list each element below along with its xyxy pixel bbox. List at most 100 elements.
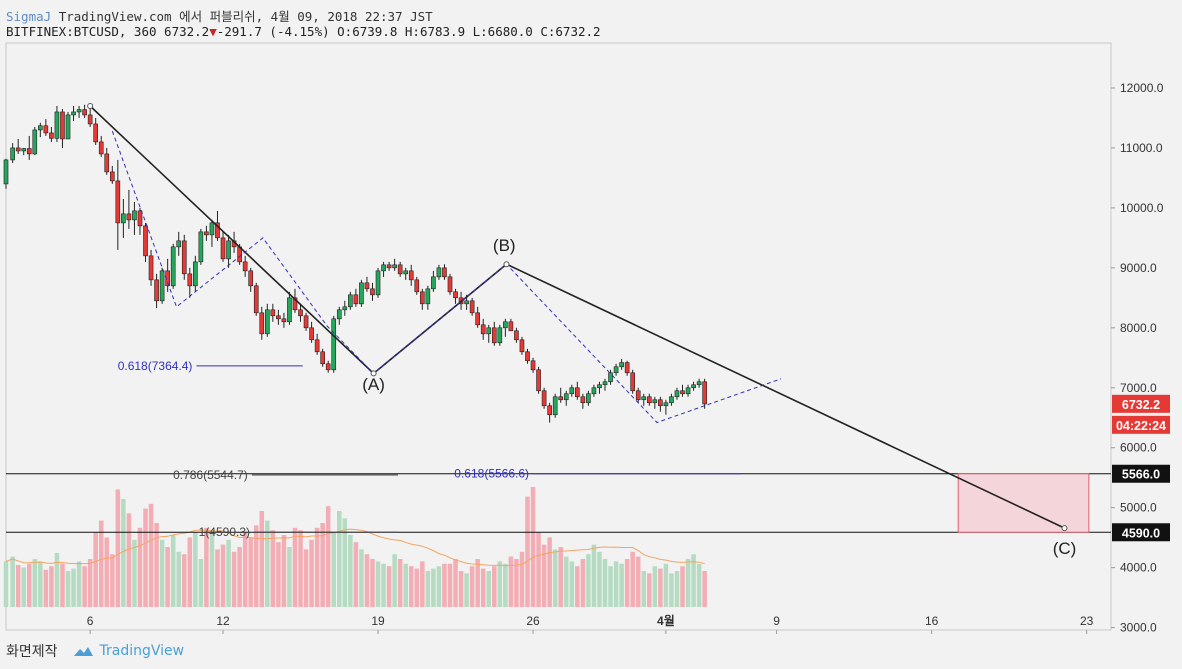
candle-body: [586, 393, 591, 404]
candle-body: [82, 109, 87, 116]
candle-body: [436, 267, 442, 278]
wave-point: [1061, 525, 1068, 532]
down-arrow-icon: ▼: [209, 24, 217, 39]
author-name[interactable]: SigmaJ: [6, 9, 52, 24]
volume-bar: [702, 571, 707, 607]
candle-body: [419, 291, 425, 305]
volume-bar: [287, 547, 292, 607]
candle-body: [381, 264, 386, 272]
candle-body: [87, 114, 93, 125]
volume-bar: [431, 568, 436, 607]
volume-bar: [525, 496, 530, 607]
volume-bar: [586, 554, 591, 607]
abc-wave-line: [89, 105, 1065, 529]
volume-bar: [514, 559, 519, 607]
volume-bar: [38, 561, 43, 607]
candle-body: [414, 279, 420, 293]
volume-bar: [359, 549, 364, 607]
candle-body: [646, 396, 652, 404]
candle-body: [54, 111, 60, 139]
volume-bar: [3, 561, 9, 607]
candle-body: [348, 294, 353, 308]
candle-body: [76, 109, 82, 113]
volume-bar: [397, 559, 403, 607]
candle-body: [325, 363, 331, 371]
volume-bar: [320, 523, 325, 607]
candle-body: [253, 285, 259, 314]
fib-label: 0.786(5544.7): [173, 468, 248, 482]
price-axis[interactable]: 12000.0 11000.0 10000.0 9000.0 8000.0 7000.0 6…: [1111, 81, 1164, 635]
volume-bar: [259, 511, 265, 607]
candle-body: [558, 396, 564, 401]
candle-body: [425, 288, 431, 305]
candle-body: [314, 339, 320, 353]
volume-bar: [575, 566, 580, 607]
candle-body: [525, 351, 530, 362]
volume-bar: [353, 542, 359, 607]
volume-bar: [65, 571, 71, 607]
volume-bar: [425, 571, 431, 607]
volume-bar: [674, 571, 680, 607]
volume-bar: [558, 547, 563, 607]
published-text: TradingView.com 에서 퍼블리쉬, 4월 09, 2018 22:…: [58, 9, 433, 24]
candle-body: [336, 309, 342, 320]
price-tick-label: 5000.0: [1120, 501, 1157, 515]
volume-bar: [469, 566, 475, 607]
candle-body: [93, 123, 99, 143]
candle-body: [503, 321, 508, 329]
last-price-label-bg: [1112, 394, 1170, 413]
volume-bar: [375, 561, 381, 607]
volume-bar: [580, 559, 586, 607]
volume-bar: [292, 527, 298, 607]
minor-wave-line: [111, 130, 782, 424]
volume-bar: [154, 523, 159, 607]
candle-body: [397, 264, 403, 275]
volume-bar: [76, 561, 82, 607]
time-tick-label: 9: [773, 614, 780, 628]
volume-bar: [364, 554, 370, 607]
level-4590-label-bg: [1112, 523, 1170, 542]
volume-bar: [552, 549, 558, 607]
candle-body: [370, 288, 375, 296]
wave-point: [503, 261, 510, 268]
price-tick-label: 9000.0: [1120, 261, 1157, 275]
candle-body: [65, 114, 71, 140]
last-price-label: 6732.2: [1122, 398, 1160, 412]
candle-body: [624, 362, 630, 374]
time-axis[interactable]: 6 12 19 26 4월 9 16 23: [87, 613, 1094, 634]
candle-body: [536, 369, 541, 392]
footer: 화면제작 TradingView: [6, 640, 184, 662]
volume-bar: [15, 565, 21, 607]
candle-body: [49, 132, 54, 139]
volume-bar: [453, 559, 458, 607]
candle-body: [514, 330, 519, 341]
tradingview-logo[interactable]: TradingView: [72, 643, 184, 659]
volume-bar: [220, 544, 226, 607]
price-chart[interactable]: 0.618(7364.4) 0.786(5544.7) 0.618(5566.6) 1…: [0, 0, 1182, 640]
level-4590-label: 4590.0: [1122, 526, 1160, 540]
volume-bar: [597, 551, 602, 607]
volume-bar: [281, 535, 287, 607]
candle-body: [552, 396, 558, 416]
volume-bar: [536, 532, 541, 607]
candle-body: [204, 231, 209, 236]
wave-point: [370, 370, 377, 377]
candle-body: [109, 171, 115, 182]
candle-body: [480, 324, 486, 335]
candle-body: [21, 148, 27, 152]
volume-bar: [60, 563, 65, 607]
volume-bar: [193, 532, 198, 607]
candle-body: [38, 125, 43, 131]
price-tick-label: 4000.0: [1120, 561, 1157, 575]
volume-bar: [541, 544, 547, 607]
candle-body: [353, 294, 359, 305]
candle-body: [137, 210, 143, 227]
candle-body: [497, 327, 503, 344]
candle-body: [359, 282, 364, 305]
volume-bar: [696, 563, 702, 607]
volume-bar: [132, 539, 137, 607]
candle-body: [104, 153, 110, 173]
volume-bar: [237, 547, 242, 607]
volume-bar: [591, 544, 597, 607]
fib-label: 0.618(5566.6): [454, 467, 529, 481]
